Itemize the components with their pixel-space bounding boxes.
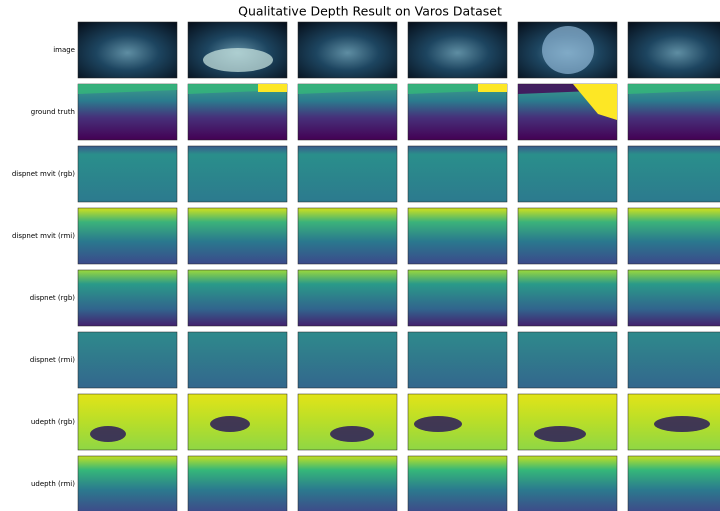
depth-image xyxy=(518,270,617,326)
row-label: dispnet (rgb) xyxy=(30,294,76,302)
depth-image xyxy=(518,456,617,511)
depth-image xyxy=(298,456,397,511)
depth-image xyxy=(408,208,507,264)
depth-image xyxy=(188,332,287,388)
depth-image xyxy=(188,146,287,202)
image-grid: image ground truth dispnet mvit (rgb) dispn… xyxy=(12,22,720,511)
depth-detail xyxy=(330,426,374,442)
depth-image xyxy=(628,270,720,326)
depth-image xyxy=(628,22,720,78)
depth-image xyxy=(78,22,177,78)
depth-image xyxy=(628,332,720,388)
depth-image xyxy=(78,332,177,388)
depth-detail xyxy=(654,416,710,432)
row-label: udepth (rmi) xyxy=(31,480,75,488)
depth-image xyxy=(628,208,720,264)
depth-image xyxy=(298,332,397,388)
depth-image xyxy=(78,146,177,202)
depth-image xyxy=(78,456,177,511)
depth-detail xyxy=(478,84,507,92)
image-detail xyxy=(203,48,273,72)
image-detail xyxy=(542,26,594,74)
page: Qualitative Depth Result on Varos Datase… xyxy=(0,0,720,511)
depth-image xyxy=(298,270,397,326)
depth-image xyxy=(188,456,287,511)
depth-image xyxy=(298,22,397,78)
depth-image xyxy=(78,270,177,326)
row-label: dispnet mvit (rmi) xyxy=(12,232,75,240)
depth-image xyxy=(408,456,507,511)
figure-title: Qualitative Depth Result on Varos Datase… xyxy=(238,4,502,19)
row-label: image xyxy=(53,46,75,54)
depth-image xyxy=(408,332,507,388)
row-label: udepth (rgb) xyxy=(31,418,75,426)
depth-image xyxy=(78,208,177,264)
depth-image xyxy=(518,208,617,264)
depth-image xyxy=(78,394,177,450)
depth-image xyxy=(188,270,287,326)
depth-image xyxy=(298,146,397,202)
row-label: dispnet (rmi) xyxy=(30,356,75,364)
depth-image xyxy=(518,332,617,388)
depth-image xyxy=(298,208,397,264)
depth-image xyxy=(628,456,720,511)
depth-image xyxy=(628,146,720,202)
depth-image xyxy=(408,270,507,326)
row-label: dispnet mvit (rgb) xyxy=(12,170,75,178)
depth-detail xyxy=(258,84,287,92)
depth-image xyxy=(518,146,617,202)
figure: Qualitative Depth Result on Varos Datase… xyxy=(0,0,720,511)
depth-detail xyxy=(210,416,250,432)
depth-image xyxy=(188,208,287,264)
row-label: ground truth xyxy=(31,108,75,116)
depth-image xyxy=(408,22,507,78)
depth-detail xyxy=(414,416,462,432)
depth-image xyxy=(408,146,507,202)
depth-detail xyxy=(90,426,126,442)
depth-detail xyxy=(534,426,586,442)
